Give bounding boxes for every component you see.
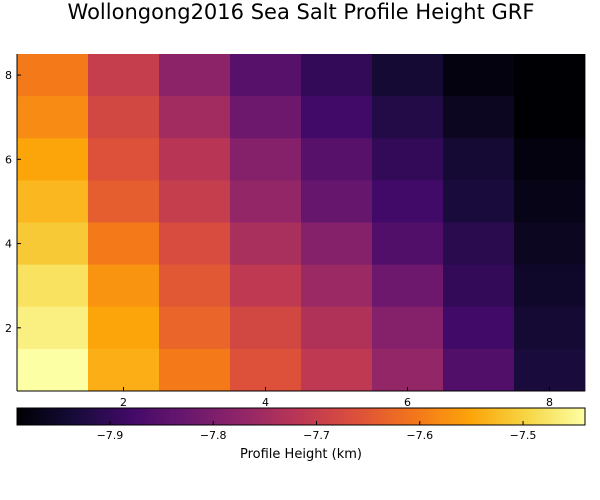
heatmap-cell (372, 348, 444, 392)
colorbar-tick-label: −7.7 (303, 429, 330, 442)
colorbar-tick-label: −7.6 (406, 429, 433, 442)
heatmap-cell (88, 180, 160, 223)
heatmap-cell (372, 180, 444, 223)
heatmap-cell (443, 96, 515, 139)
heatmap-cell (514, 222, 586, 266)
heatmap-cell (443, 222, 515, 266)
heatmap-cell (301, 96, 373, 139)
heatmap-cell (301, 306, 373, 350)
heatmap-cell (159, 222, 231, 266)
y-tick-label: 6 (5, 153, 12, 166)
colorbar-ticks: −7.9 −7.8 −7.7 −7.6 −7.5 (97, 421, 537, 442)
heatmap-cell (159, 348, 231, 392)
heatmap-cell (88, 264, 160, 308)
heatmap-cell (372, 222, 444, 266)
heatmap-cell (230, 222, 302, 266)
heatmap-cell (372, 306, 444, 350)
heatmap-cell (514, 54, 586, 97)
colorbar (16, 407, 586, 426)
heatmap-cell (443, 264, 515, 308)
heatmap-cell (443, 54, 515, 97)
heatmap-cell (514, 180, 586, 223)
heatmap-cell (301, 222, 373, 266)
heatmap-cell (17, 180, 89, 223)
heatmap-cell (159, 180, 231, 223)
heatmap-cell (17, 306, 89, 350)
x-tick-label: 6 (404, 396, 411, 409)
y-axis-ticks: 2 4 6 8 (5, 69, 21, 335)
heatmap-cell (301, 138, 373, 181)
heatmap-cell (514, 306, 586, 350)
heatmap-cell (159, 306, 231, 350)
heatmap-cell (443, 306, 515, 350)
heatmap-cells (17, 54, 586, 392)
heatmap-cell (159, 54, 231, 97)
colorbar-tick-label: −7.9 (97, 429, 124, 442)
heatmap-cell (301, 54, 373, 97)
heatmap-cell (301, 180, 373, 223)
heatmap-cell (301, 348, 373, 392)
heatmap-cell (443, 180, 515, 223)
heatmap-cell (230, 138, 302, 181)
plot-frame (16, 54, 585, 392)
colorbar-label: Profile Height (km) (240, 447, 362, 462)
heatmap-cell (230, 348, 302, 392)
x-tick-label: 2 (120, 396, 127, 409)
heatmap-cell (88, 96, 160, 139)
heatmap-cell (372, 138, 444, 181)
heatmap-cell (514, 96, 586, 139)
heatmap-cell (230, 180, 302, 223)
heatmap-cell (230, 264, 302, 308)
heatmap-cell (230, 306, 302, 350)
heatmap-cell (159, 264, 231, 308)
heatmap-cell (443, 348, 515, 392)
heatmap-cell (372, 96, 444, 139)
y-tick-label: 2 (5, 322, 12, 335)
heatmap-cell (17, 54, 89, 97)
heatmap-cell (301, 264, 373, 308)
heatmap-cell (372, 54, 444, 97)
heatmap-cell (159, 138, 231, 181)
x-tick-label: 4 (262, 396, 269, 409)
colorbar-tick-label: −7.8 (200, 429, 227, 442)
y-tick-label: 4 (5, 238, 12, 251)
heatmap-cell (17, 138, 89, 181)
x-axis-ticks: 2 4 6 8 (120, 387, 553, 409)
heatmap-cell (443, 138, 515, 181)
heatmap-cell (514, 138, 586, 181)
heatmap-cell (514, 348, 586, 392)
x-tick-label: 8 (546, 396, 553, 409)
colorbar-tick-label: −7.5 (510, 429, 537, 442)
heatmap-cell (230, 96, 302, 139)
heatmap-cell (17, 96, 89, 139)
heatmap-cell (88, 222, 160, 266)
heatmap-cell (17, 222, 89, 266)
heatmap-cell (230, 54, 302, 97)
y-tick-label: 8 (5, 69, 12, 82)
heatmap-cell (159, 96, 231, 139)
heatmap-cell (88, 54, 160, 97)
chart-title: Wollongong2016 Sea Salt Profile Height G… (68, 0, 535, 24)
heatmap-cell (372, 264, 444, 308)
heatmap-cell (514, 264, 586, 308)
heatmap-cell (17, 264, 89, 308)
heatmap-cell (88, 138, 160, 181)
heatmap-cell (88, 348, 160, 392)
heatmap-cell (88, 306, 160, 350)
heatmap-cell (17, 348, 89, 392)
